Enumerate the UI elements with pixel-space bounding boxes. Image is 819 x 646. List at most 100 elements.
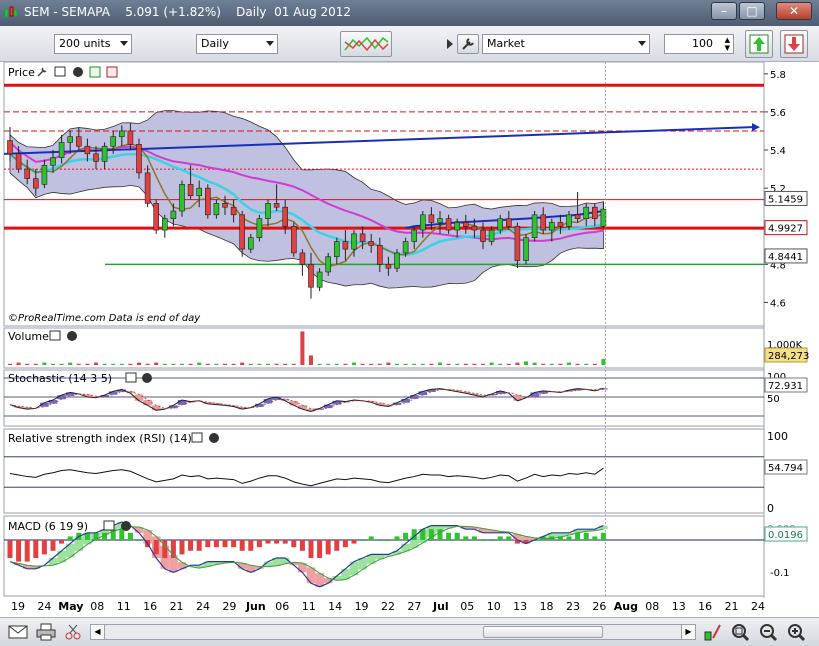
macd-histogram-bar	[299, 540, 305, 551]
macd-histogram-bar	[59, 540, 65, 544]
scroll-left-arrow[interactable]: ◀	[91, 625, 105, 639]
macd-histogram-bar	[437, 529, 443, 540]
move-down-icon[interactable]	[106, 66, 118, 78]
rsi-panel-label: Relative strength index (RSI) (14)	[8, 432, 192, 445]
chart-svg[interactable]: 4.64.85.05.25.45.65.85.14594.99274.84411…	[0, 61, 819, 618]
macd-histogram-bar	[428, 529, 434, 540]
price-panel-label: Price	[8, 66, 35, 79]
volume-bar	[266, 363, 270, 365]
volume-bar	[223, 363, 227, 365]
order-settings-button[interactable]	[457, 34, 479, 54]
volume-bar	[377, 363, 382, 365]
zoom-fit-icon[interactable]	[730, 622, 750, 642]
sell-button[interactable]	[780, 30, 808, 58]
candle-body	[411, 229, 418, 242]
units-select[interactable]: 200 units	[54, 34, 132, 54]
remove-icon[interactable]	[73, 67, 83, 77]
drawing-tools-icon[interactable]	[703, 622, 723, 642]
volume-bar	[231, 363, 236, 365]
macd-histogram-bar	[24, 540, 30, 562]
wrench-icon[interactable]	[37, 67, 47, 77]
volume-bar	[352, 362, 356, 365]
x-axis-label: 22	[381, 600, 395, 613]
units-select-value: 200 units	[59, 37, 111, 50]
x-axis-label: May	[58, 600, 83, 613]
volume-bar	[575, 363, 580, 365]
x-axis-label: 24	[196, 600, 210, 613]
macd-histogram-bar	[67, 536, 73, 540]
candle-body	[93, 153, 99, 162]
x-axis-label: 13	[672, 600, 686, 613]
window-icon[interactable]	[125, 372, 137, 383]
rsi-value-badge	[764, 459, 808, 475]
zoom-in-icon[interactable]	[786, 622, 806, 642]
macd-histogram-bar	[411, 529, 417, 540]
move-up-icon[interactable]	[89, 66, 101, 78]
window-title: SEM - SEMAPA 5.091 (+1.82%) Daily 01 Aug…	[24, 5, 352, 19]
price-badge	[764, 248, 808, 264]
quantity-stepper[interactable]: 100 ▲ ▼	[664, 34, 734, 54]
candle-body	[325, 256, 332, 273]
volume-bar	[584, 363, 589, 365]
volume-bar	[8, 363, 12, 365]
x-axis-label: 06	[275, 600, 289, 613]
stochastic-value-badge	[764, 377, 808, 393]
volume-bar	[248, 363, 253, 365]
x-axis-label: 16	[698, 600, 712, 613]
chevron-right-icon[interactable]	[447, 39, 453, 49]
volume-bar	[558, 363, 563, 365]
period-select[interactable]: Daily	[196, 34, 278, 54]
x-axis-label: 19	[355, 600, 369, 613]
window-icon[interactable]	[54, 66, 66, 77]
macd-histogram-bar	[110, 529, 116, 540]
remove-icon[interactable]	[209, 433, 219, 443]
chart-area[interactable]: 4.64.85.05.25.45.65.85.14594.99274.84411…	[0, 61, 819, 618]
print-icon[interactable]	[36, 623, 56, 641]
minimize-button[interactable]: –	[711, 2, 737, 20]
window-icon[interactable]	[49, 330, 61, 341]
price-series	[3, 62, 764, 598]
candle-body	[437, 218, 443, 223]
maximize-button[interactable]: □	[739, 2, 765, 20]
volume-bar	[59, 363, 64, 365]
stepper-arrows-icon[interactable]: ▲ ▼	[724, 36, 730, 52]
volume-bar	[515, 362, 520, 365]
scissors-icon[interactable]	[64, 623, 82, 641]
mail-icon[interactable]	[8, 624, 28, 640]
order-type-select[interactable]: Market	[482, 34, 650, 54]
remove-icon[interactable]	[67, 331, 77, 341]
macd-histogram-bar	[256, 540, 262, 548]
quantity-value: 100	[692, 37, 713, 50]
buy-button[interactable]	[745, 30, 773, 58]
x-axis-label: 23	[566, 600, 580, 613]
candle-body	[497, 218, 504, 231]
chart-style-button[interactable]	[340, 31, 392, 57]
candle-body	[445, 218, 452, 231]
candle-body	[136, 144, 142, 174]
volume-bar	[214, 363, 219, 365]
time-scrollbar[interactable]: ◀ ▶	[90, 624, 696, 640]
candle-body	[15, 153, 22, 170]
scroll-right-arrow[interactable]: ▶	[681, 625, 695, 639]
candle-body	[256, 218, 263, 238]
window-icon[interactable]	[103, 520, 115, 531]
app-chart-icon	[4, 6, 18, 18]
window-icon[interactable]	[191, 432, 203, 443]
volume-bar	[154, 362, 159, 365]
candle-body	[196, 187, 202, 197]
trend-line	[3, 126, 753, 155]
price-badge-value: 5.1459	[768, 194, 803, 205]
macd-histogram-bar	[50, 540, 56, 551]
scroll-thumb[interactable]	[483, 626, 603, 638]
price-header: Price	[8, 66, 118, 79]
macd-histogram-bar	[222, 540, 228, 548]
zoom-out-icon[interactable]	[758, 622, 778, 642]
volume-bar	[162, 363, 167, 365]
candle-body	[540, 214, 547, 231]
remove-icon[interactable]	[142, 373, 152, 383]
close-button[interactable]: ✕	[776, 2, 812, 20]
candle-body	[76, 136, 82, 147]
stochastic-panel-label: Stochastic (14 3 5)	[8, 372, 112, 385]
macd-histogram-bar	[403, 532, 409, 540]
remove-icon[interactable]	[121, 521, 131, 531]
